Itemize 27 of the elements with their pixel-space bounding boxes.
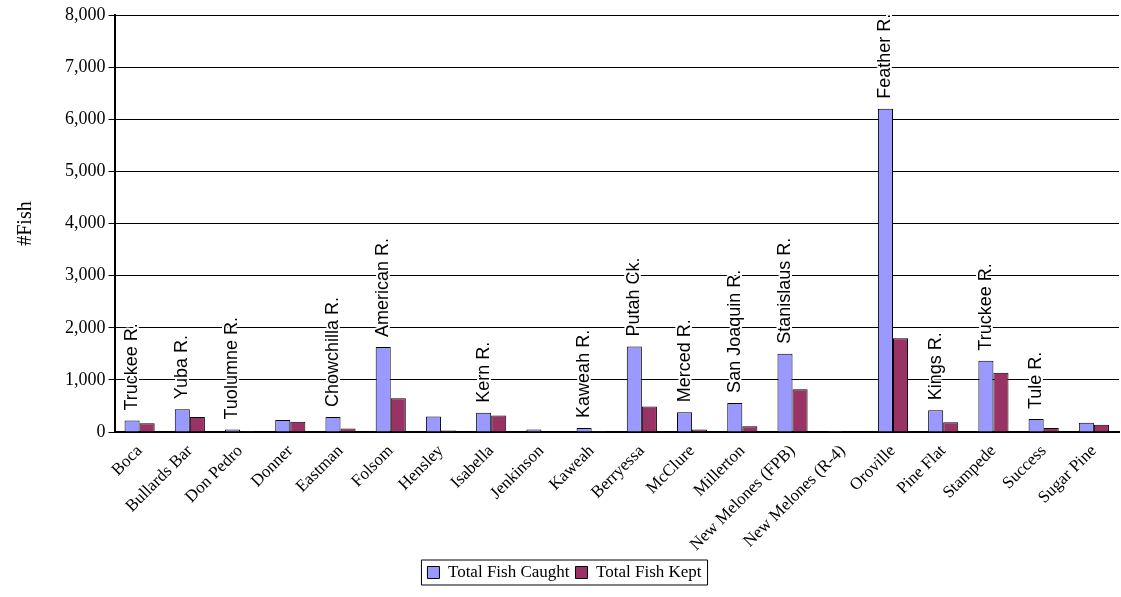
data-label: Truckee R. bbox=[974, 263, 995, 351]
legend-label: Total Fish Caught bbox=[447, 561, 570, 581]
data-label: Feather R. bbox=[874, 13, 895, 99]
data-label: Putah Ck. bbox=[623, 257, 644, 337]
y-tick-label: 1,000 bbox=[65, 368, 106, 389]
data-label: Kaweah R. bbox=[573, 329, 594, 418]
data-label: Truckee R. bbox=[121, 323, 142, 411]
legend-label: Total Fish Kept bbox=[596, 561, 702, 581]
y-tick-label: 8,000 bbox=[65, 3, 106, 24]
y-tick-label: 3,000 bbox=[65, 264, 106, 285]
y-tick-label: 2,000 bbox=[65, 316, 106, 337]
data-label: Kern R. bbox=[472, 341, 493, 403]
data-label: Tule R. bbox=[1025, 351, 1046, 410]
data-label: Merced R. bbox=[673, 319, 694, 403]
data-label: Stanislaus R. bbox=[773, 237, 794, 344]
y-tick-label: 4,000 bbox=[65, 212, 106, 233]
data-label: Yuba R. bbox=[171, 335, 192, 400]
y-tick-label: 7,000 bbox=[65, 55, 106, 76]
y-tick-label: 0 bbox=[96, 420, 106, 441]
data-label: San Joaquin R. bbox=[723, 269, 744, 393]
y-tick-label: 5,000 bbox=[65, 160, 106, 181]
data-label: Kings R. bbox=[924, 332, 945, 401]
data-label: Chowchilla R. bbox=[321, 296, 342, 407]
data-label: American R. bbox=[372, 238, 393, 338]
data-label: Tuolumne R. bbox=[221, 317, 242, 420]
y-tick-label: 6,000 bbox=[65, 108, 106, 128]
y-axis-title: #Fish bbox=[13, 201, 36, 246]
